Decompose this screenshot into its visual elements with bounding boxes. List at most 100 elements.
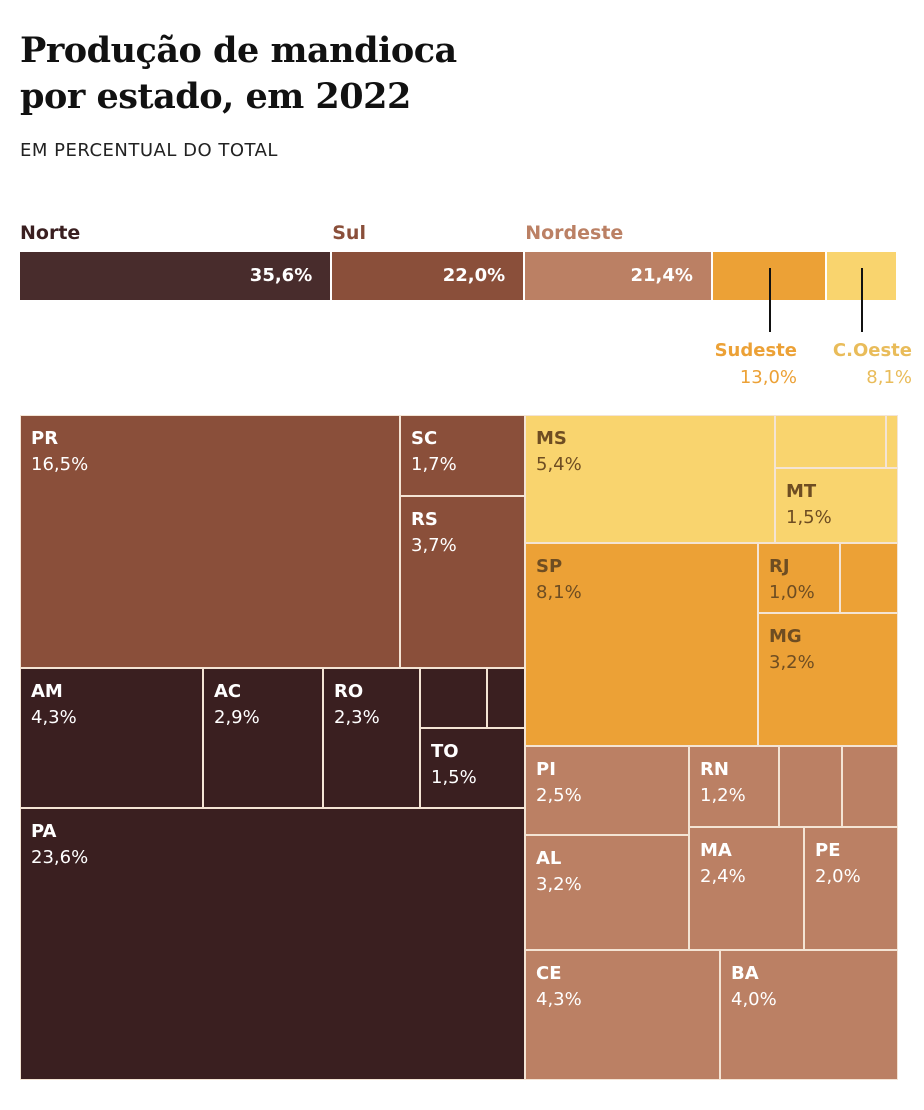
cell-label: PI 2,5% bbox=[536, 757, 582, 809]
cell-label: MT 1,5% bbox=[786, 479, 832, 531]
cell-label: MS 5,4% bbox=[536, 426, 582, 478]
treemap-cell-pe: PE 2,0% bbox=[804, 827, 898, 950]
treemap-cell-sc: SC 1,7% bbox=[400, 415, 525, 496]
title-line-2: por estado, em 2022 bbox=[20, 76, 411, 117]
treemap-cell-rn: RN 1,2% bbox=[689, 746, 779, 827]
bar-segment-norte: 35,6% bbox=[20, 252, 333, 300]
state-code: PI bbox=[536, 759, 556, 780]
state-percentage: 2,9% bbox=[214, 707, 260, 728]
treemap-cell-al: AL 3,2% bbox=[525, 835, 689, 950]
state-percentage: 1,5% bbox=[431, 767, 477, 788]
callout-value: 8,1% bbox=[866, 367, 912, 388]
state-code: PA bbox=[31, 821, 57, 842]
state-percentage: 16,5% bbox=[31, 454, 89, 475]
state-code: MA bbox=[700, 840, 732, 861]
chart-subtitle: EM PERCENTUAL DO TOTAL bbox=[20, 140, 278, 161]
treemap-cell-mt: MT 1,5% bbox=[775, 468, 898, 543]
state-percentage: 1,0% bbox=[769, 582, 815, 603]
treemap-cell-mg: MG 3,2% bbox=[758, 613, 898, 746]
state-code: CE bbox=[536, 963, 562, 984]
state-code: SC bbox=[411, 428, 438, 449]
cell-label: AM 4,3% bbox=[31, 679, 77, 731]
state-code: AC bbox=[214, 681, 242, 702]
treemap-cell-ma: MA 2,4% bbox=[689, 827, 804, 950]
treemap-cell-unlabeled bbox=[842, 746, 898, 827]
state-code: MS bbox=[536, 428, 567, 449]
callout-value: 13,0% bbox=[739, 367, 797, 388]
state-percentage: 2,3% bbox=[334, 707, 380, 728]
region-label-norte: Norte bbox=[20, 222, 81, 244]
state-percentage: 8,1% bbox=[536, 582, 582, 603]
cell-label: PE 2,0% bbox=[815, 838, 861, 890]
state-percentage: 1,7% bbox=[411, 454, 457, 475]
callout-line-sudeste bbox=[768, 268, 771, 332]
state-percentage: 23,6% bbox=[31, 847, 89, 868]
state-code: AL bbox=[536, 848, 562, 869]
treemap-cell-unlabeled bbox=[487, 668, 525, 728]
treemap-cell-pi: PI 2,5% bbox=[525, 746, 689, 835]
callout-label-coeste: C.Oeste 8,1% bbox=[833, 337, 912, 391]
state-percentage: 4,3% bbox=[536, 989, 582, 1010]
state-percentage: 2,5% bbox=[536, 785, 582, 806]
state-percentage: 1,5% bbox=[786, 507, 832, 528]
state-code: RN bbox=[700, 759, 729, 780]
cell-label: SC 1,7% bbox=[411, 426, 457, 478]
treemap-cell-pa: PA 23,6% bbox=[20, 808, 525, 1080]
state-percentage: 2,0% bbox=[815, 866, 861, 887]
treemap-cell-to: TO 1,5% bbox=[420, 728, 525, 808]
treemap-cell-sp: SP 8,1% bbox=[525, 543, 758, 746]
title-line-1: Produção de mandioca bbox=[20, 30, 457, 71]
treemap-cell-ms: MS 5,4% bbox=[525, 415, 775, 543]
cell-label: TO 1,5% bbox=[431, 739, 477, 791]
state-percentage: 1,2% bbox=[700, 785, 746, 806]
treemap-cell-ce: CE 4,3% bbox=[525, 950, 720, 1080]
treemap-cell-ro: RO 2,3% bbox=[323, 668, 420, 808]
callout-name: C.Oeste bbox=[832, 340, 912, 361]
treemap-cell-unlabeled bbox=[779, 746, 842, 827]
treemap-cell-unlabeled bbox=[420, 668, 487, 728]
cell-label: MA 2,4% bbox=[700, 838, 746, 890]
treemap-cell-pr: PR 16,5% bbox=[20, 415, 400, 668]
treemap-cell-unlabeled bbox=[840, 543, 898, 613]
state-code: TO bbox=[431, 741, 459, 762]
cell-label: PA 23,6% bbox=[31, 819, 88, 871]
bar-segment-sul: 22,0% bbox=[332, 252, 526, 300]
callout-line-coeste bbox=[861, 268, 864, 332]
callout-label-sudeste: Sudeste 13,0% bbox=[715, 337, 797, 391]
state-code: RS bbox=[411, 509, 438, 530]
cell-label: RS 3,7% bbox=[411, 507, 457, 559]
bar-segment-nordeste: 21,4% bbox=[525, 252, 713, 300]
cell-label: CE 4,3% bbox=[536, 961, 582, 1013]
state-code: MT bbox=[786, 481, 817, 502]
cell-label: SP 8,1% bbox=[536, 554, 582, 606]
state-code: RJ bbox=[769, 556, 790, 577]
state-code: RO bbox=[334, 681, 364, 702]
chart-title: Produção de mandioca por estado, em 2022 bbox=[20, 28, 457, 120]
state-percentage: 3,7% bbox=[411, 535, 457, 556]
treemap-cell-unlabeled bbox=[886, 415, 898, 468]
state-percentage: 4,3% bbox=[31, 707, 77, 728]
state-percentage: 4,0% bbox=[731, 989, 777, 1010]
state-percentage: 3,2% bbox=[769, 652, 815, 673]
bar-value-nordeste: 21,4% bbox=[630, 265, 693, 286]
state-percentage: 5,4% bbox=[536, 454, 582, 475]
cell-label: RN 1,2% bbox=[700, 757, 746, 809]
cell-label: RO 2,3% bbox=[334, 679, 380, 731]
state-code: AM bbox=[31, 681, 63, 702]
state-code: PR bbox=[31, 428, 59, 449]
region-label-nordeste: Nordeste bbox=[525, 222, 624, 244]
state-percentage: 2,4% bbox=[700, 866, 746, 887]
state-code: MG bbox=[769, 626, 802, 647]
state-code: BA bbox=[731, 963, 759, 984]
cell-label: RJ 1,0% bbox=[769, 554, 815, 606]
callout-name: Sudeste bbox=[714, 340, 797, 361]
region-label-sul: Sul bbox=[332, 222, 366, 244]
treemap-cell-rs: RS 3,7% bbox=[400, 496, 525, 668]
cell-label: BA 4,0% bbox=[731, 961, 777, 1013]
bar-value-sul: 22,0% bbox=[442, 265, 506, 286]
cell-label: MG 3,2% bbox=[769, 624, 815, 676]
cell-label: PR 16,5% bbox=[31, 426, 88, 478]
treemap-cell-am: AM 4,3% bbox=[20, 668, 203, 808]
treemap-cell-ba: BA 4,0% bbox=[720, 950, 898, 1080]
cell-label: AC 2,9% bbox=[214, 679, 260, 731]
